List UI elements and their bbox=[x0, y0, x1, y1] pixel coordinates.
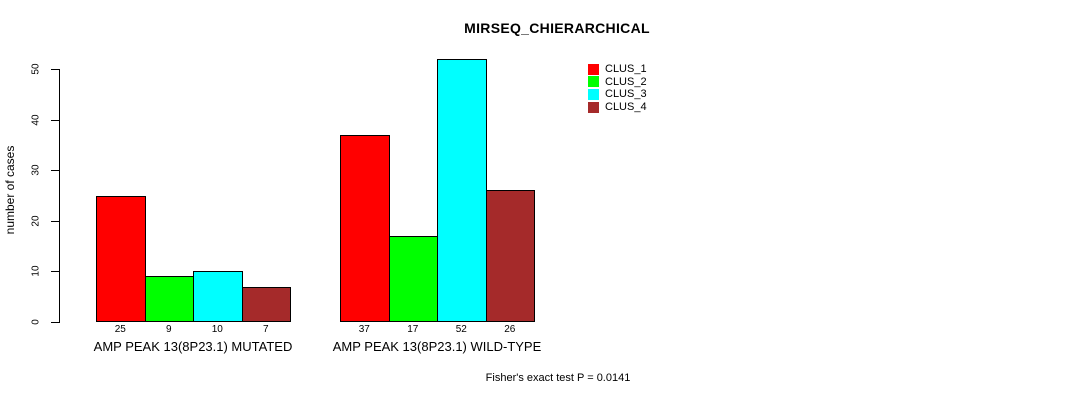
chart-title: MIRSEQ_CHIERARCHICAL bbox=[464, 20, 650, 36]
legend-label: CLUS_3 bbox=[605, 88, 647, 101]
y-axis-tick-label: 20 bbox=[30, 215, 42, 227]
bar-value-label: 25 bbox=[114, 324, 126, 335]
bar-clus_4-category-1 bbox=[241, 286, 291, 322]
legend-item-clus_2: CLUS_2 bbox=[588, 76, 647, 88]
legend-swatch-clus_2 bbox=[588, 76, 599, 88]
bar-value-label: 10 bbox=[211, 324, 223, 335]
bar-clus_1-category-2 bbox=[340, 134, 390, 322]
y-axis-label: number of cases bbox=[3, 145, 17, 235]
y-axis-tick-label: 50 bbox=[30, 63, 42, 75]
legend-swatch-clus_3 bbox=[588, 88, 599, 100]
y-axis-tick bbox=[51, 322, 59, 323]
category-label: AMP PEAK 13(8P23.1) WILD-TYPE bbox=[332, 339, 542, 354]
legend-item-clus_4: CLUS_4 bbox=[588, 101, 647, 113]
legend-label: CLUS_2 bbox=[605, 75, 647, 88]
y-axis-line bbox=[59, 69, 60, 323]
y-axis-tick-label: 30 bbox=[30, 164, 42, 176]
category-label: AMP PEAK 13(8P23.1) MUTATED bbox=[93, 339, 293, 354]
bar-value-label: 37 bbox=[358, 324, 370, 335]
bar-value-label: 26 bbox=[504, 324, 516, 335]
bar-clus_3-category-1 bbox=[193, 271, 243, 322]
y-axis-tick-label: 10 bbox=[30, 265, 42, 277]
bar-value-label: 9 bbox=[165, 324, 172, 335]
y-axis-tick bbox=[51, 119, 59, 121]
bar-clus_4-category-2 bbox=[485, 190, 535, 322]
y-axis-tick bbox=[51, 271, 59, 273]
y-axis-tick bbox=[51, 220, 59, 222]
legend-label: CLUS_4 bbox=[605, 101, 647, 114]
bar-value-label: 17 bbox=[407, 324, 419, 335]
y-axis-tick-label: 0 bbox=[30, 319, 42, 325]
legend-item-clus_1: CLUS_1 bbox=[588, 63, 647, 75]
legend-item-clus_3: CLUS_3 bbox=[588, 88, 647, 100]
legend-swatch-clus_4 bbox=[588, 101, 599, 113]
bar-clus_2-category-1 bbox=[144, 276, 194, 322]
y-axis-tick-label: 40 bbox=[30, 114, 42, 126]
legend-swatch-clus_1 bbox=[588, 63, 599, 75]
y-axis-tick bbox=[51, 170, 59, 172]
bar-clus_1-category-1 bbox=[96, 195, 146, 322]
bar-value-label: 7 bbox=[262, 324, 269, 335]
bar-clus_3-category-2 bbox=[437, 58, 487, 322]
y-axis-tick bbox=[51, 69, 59, 70]
bar-value-label: 52 bbox=[455, 324, 467, 335]
fisher-test-note: Fisher's exact test P = 0.0141 bbox=[485, 372, 631, 384]
legend-label: CLUS_1 bbox=[605, 63, 647, 75]
bar-clus_2-category-2 bbox=[388, 235, 438, 322]
